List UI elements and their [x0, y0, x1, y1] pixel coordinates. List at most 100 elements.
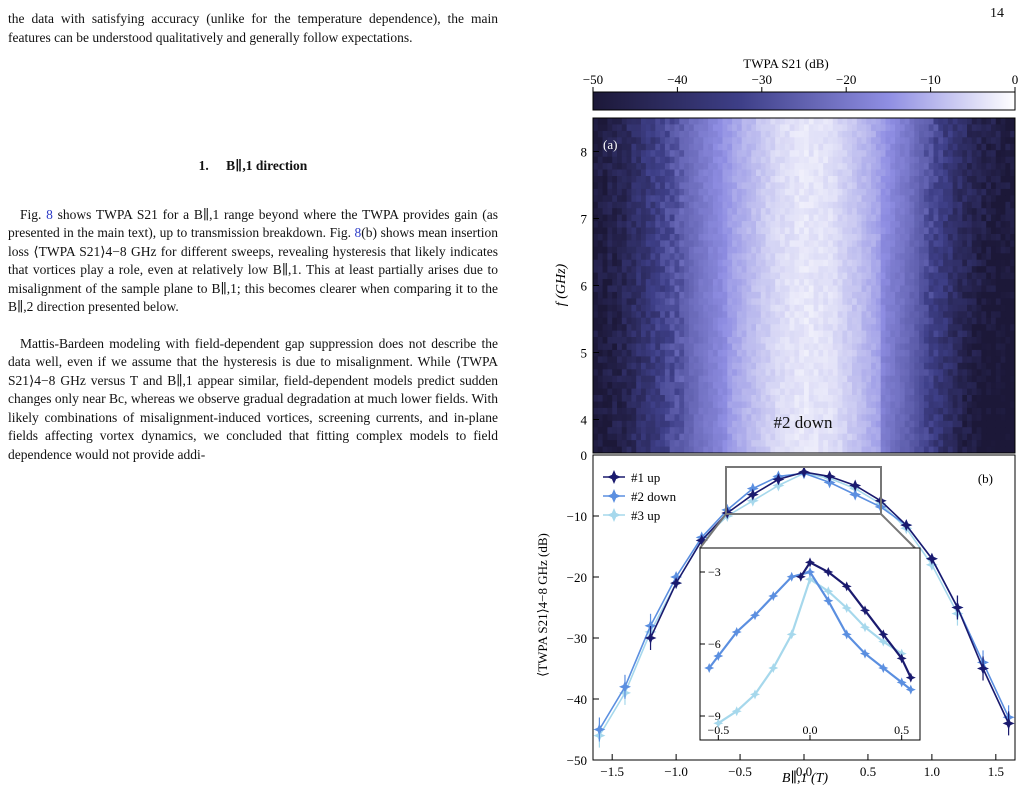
heatmap-cell [842, 414, 848, 422]
heatmap-cell [679, 124, 685, 132]
heatmap-cell [650, 446, 656, 453]
heatmap-cell [789, 388, 795, 396]
heatmap-cell [756, 182, 762, 190]
heatmap-cell [890, 208, 896, 216]
heatmap-cell [899, 343, 906, 351]
heatmap-cell [641, 420, 647, 428]
heatmap-cell [708, 446, 714, 453]
heatmap-cell [808, 195, 815, 203]
heatmap-cell [938, 240, 944, 248]
heatmap-cell [703, 259, 709, 267]
heatmap-cell [708, 369, 714, 377]
heatmap-cell [847, 188, 853, 196]
heatmap-cell [952, 401, 959, 409]
heatmap-cell [751, 317, 757, 325]
heatmap-cell [914, 304, 920, 312]
heatmap-cell [928, 369, 935, 377]
figure-link-2[interactable]: 8 [354, 225, 362, 240]
heatmap-cell [631, 195, 637, 203]
heatmap-cell [669, 349, 676, 357]
heatmap-cell [818, 246, 824, 254]
heatmap-cell [645, 388, 652, 396]
heatmap-cell [909, 337, 915, 344]
legend-marker [607, 508, 621, 522]
heatmap-cell [823, 118, 829, 125]
heatmap-cell [751, 279, 757, 287]
heatmap-cell [794, 130, 800, 138]
heatmap-cell [722, 234, 728, 241]
heatmap-cell [746, 201, 752, 209]
heatmap-cell [928, 272, 935, 280]
heatmap-cell [871, 324, 877, 332]
heatmap-cell [938, 234, 944, 241]
heatmap-cell [991, 130, 997, 138]
heatmap-cell [852, 246, 858, 254]
heatmap-cell [794, 395, 800, 402]
heatmap-cell [890, 246, 896, 254]
heatmap-cell [751, 401, 757, 409]
heatmap-cell [832, 382, 839, 390]
heatmap-cell [933, 369, 939, 377]
heatmap-cell [938, 375, 944, 383]
heatmap-cell [818, 349, 824, 357]
heatmap-cell [976, 221, 982, 229]
heatmap-cell [741, 427, 748, 435]
heatmap-cell [660, 163, 666, 171]
heatmap-cell [641, 240, 647, 248]
heatmap-cell [727, 349, 733, 357]
heatmap-cell [650, 156, 656, 164]
heatmap-cell [818, 433, 824, 441]
heatmap-cell [995, 208, 1002, 216]
heatmap-cell [746, 330, 752, 338]
heatmap-cell [895, 246, 901, 254]
heatmap-cell [679, 446, 685, 453]
heatmap-cell [804, 253, 810, 261]
heatmap-cell [880, 272, 887, 280]
heatmap-cell [928, 362, 935, 370]
heatmap-cell [1010, 395, 1015, 402]
heatmap-cell [991, 188, 997, 196]
heatmap-cell [626, 317, 632, 325]
heatmap-cell [780, 330, 786, 338]
figure-link[interactable]: 8 [46, 206, 53, 222]
heatmap-cell [799, 188, 805, 196]
heatmap-cell [967, 221, 973, 229]
heatmap-cell [804, 266, 810, 274]
heatmap-cell [664, 291, 671, 299]
heatmap-cell [981, 388, 987, 396]
heatmap-cell [631, 414, 637, 422]
heatmap-cell [717, 259, 724, 267]
heatmap-cell [904, 343, 911, 351]
heatmap-cell [636, 118, 642, 125]
heatmap-cell [741, 433, 748, 441]
heatmap-cell [655, 369, 661, 377]
heatmap-cell [684, 427, 690, 435]
heatmap-cell [732, 195, 738, 203]
heatmap-cell [664, 427, 671, 435]
heatmap-cell [597, 130, 604, 138]
heatmap-cell [641, 446, 647, 453]
heatmap-cell [991, 227, 997, 235]
inset-series-marker [860, 622, 870, 633]
heatmap-cell [684, 266, 690, 274]
heatmap-cell [995, 427, 1002, 435]
heatmap-cell [976, 169, 982, 177]
heatmap-cell [957, 201, 963, 209]
heatmap-cell [621, 279, 628, 287]
heatmap-cell [626, 234, 632, 241]
heatmap-cell [684, 407, 690, 415]
heatmap-cell [808, 137, 815, 145]
heatmap-cell [756, 150, 762, 158]
heatmap-cell [612, 227, 618, 235]
heatmap-cell [832, 163, 839, 171]
inset-series-marker [768, 663, 779, 673]
heatmap-cell [856, 240, 863, 248]
heatmap-cell [641, 253, 647, 261]
heatmap-cell [847, 130, 853, 138]
heatmap-cell [746, 356, 752, 364]
heatmap-cell [804, 369, 810, 377]
heatmap-cell [784, 343, 791, 351]
heatmap-cell [631, 143, 637, 151]
heatmap-cell [712, 176, 719, 183]
heatmap-cell [636, 272, 642, 280]
